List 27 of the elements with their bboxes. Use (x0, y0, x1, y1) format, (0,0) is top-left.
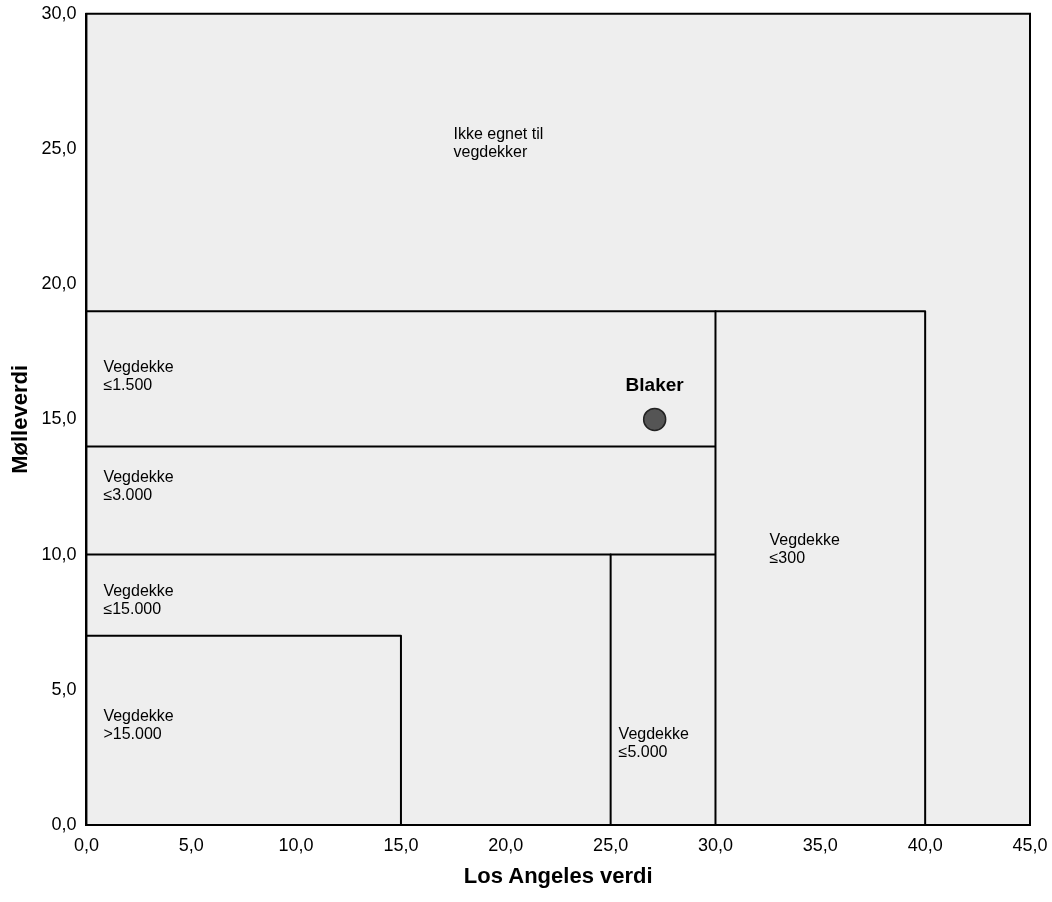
y-tick-label: 5,0 (51, 678, 77, 699)
y-tick-label: 30,0 (41, 2, 77, 23)
annotation: Vegdekke ≤300 (769, 530, 840, 566)
x-tick-label: 35,0 (802, 834, 838, 855)
x-tick-label: 10,0 (278, 834, 314, 855)
series-label: Blaker (625, 374, 685, 396)
x-tick-label: 5,0 (178, 834, 204, 855)
x-tick-label: 30,0 (697, 834, 733, 855)
x-axis-title: Los Angeles verdi (463, 862, 653, 888)
x-tick-label: 45,0 (1012, 834, 1048, 855)
x-tick-label: 0,0 (73, 834, 99, 855)
y-tick-label: 20,0 (41, 273, 77, 294)
annotation: Vegdekke ≤3.000 (103, 468, 174, 504)
annotation: Vegdekke ≤15.000 (103, 581, 174, 617)
y-tick-label: 10,0 (41, 543, 77, 564)
annotation: Ikke egnet til vegdekker (453, 125, 544, 160)
annotation: Vegdekke ≤1.500 (103, 357, 174, 393)
x-tick-label: 25,0 (593, 834, 629, 855)
y-tick-label: 15,0 (41, 408, 77, 429)
y-tick-label: 25,0 (41, 137, 77, 158)
y-axis-title: Mølleverdi (7, 364, 33, 474)
annotation: Vegdekke >15.000 (103, 706, 174, 742)
x-tick-label: 15,0 (383, 834, 419, 855)
x-tick-label: 40,0 (907, 834, 943, 855)
x-tick-label: 20,0 (488, 834, 524, 855)
annotation: Vegdekke ≤5.000 (618, 725, 689, 761)
y-tick-label: 0,0 (51, 813, 77, 834)
